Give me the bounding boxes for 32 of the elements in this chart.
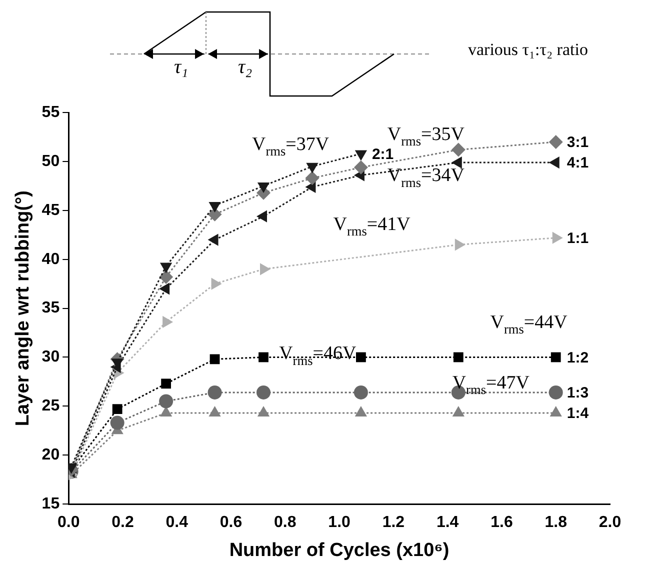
y-tick-label: 50 xyxy=(42,152,60,170)
y-tick-label: 55 xyxy=(42,104,60,122)
x-tick-label: 0.2 xyxy=(112,514,134,532)
y-tick-label: 25 xyxy=(42,398,60,415)
series-label: 1:4 xyxy=(566,405,590,422)
x-axis-title: Number of Cycles (x10⁶) xyxy=(229,540,450,561)
y-tick-label: 30 xyxy=(42,348,60,366)
x-tick-label: 1.0 xyxy=(328,514,351,532)
series-label: 2:1 xyxy=(372,146,394,163)
x-tick-label: 0.4 xyxy=(166,514,188,532)
text: τ₁ xyxy=(174,56,188,79)
x-tick-label: 0.0 xyxy=(57,514,80,532)
series-label: 1:1 xyxy=(566,230,589,247)
text: various τ₁:τ₂ ratio xyxy=(468,40,588,60)
y-tick-label: 40 xyxy=(42,250,60,268)
y-tick-label: 45 xyxy=(42,202,60,219)
series-label: 1:3 xyxy=(566,384,589,402)
series-label: 3:1 xyxy=(566,134,589,152)
y-tick-label: 35 xyxy=(42,300,60,317)
x-tick-label: 0.6 xyxy=(220,514,242,532)
x-tick-label: 1.4 xyxy=(436,514,459,532)
text: τ₂ xyxy=(238,56,252,79)
x-tick-label: 1.6 xyxy=(490,514,513,532)
x-tick-label: 1.8 xyxy=(544,514,568,532)
x-tick-label: 1.2 xyxy=(382,514,405,532)
y-tick-label: 15 xyxy=(42,495,60,512)
y-axis-title: Layer angle wrt rubbing(°) xyxy=(12,190,34,426)
series-label: 4:1 xyxy=(566,154,589,172)
x-tick-label: 0.8 xyxy=(274,514,296,532)
series-label: 1:2 xyxy=(566,349,589,366)
x-tick-label: 2.0 xyxy=(598,514,622,532)
y-tick-label: 20 xyxy=(42,446,60,464)
